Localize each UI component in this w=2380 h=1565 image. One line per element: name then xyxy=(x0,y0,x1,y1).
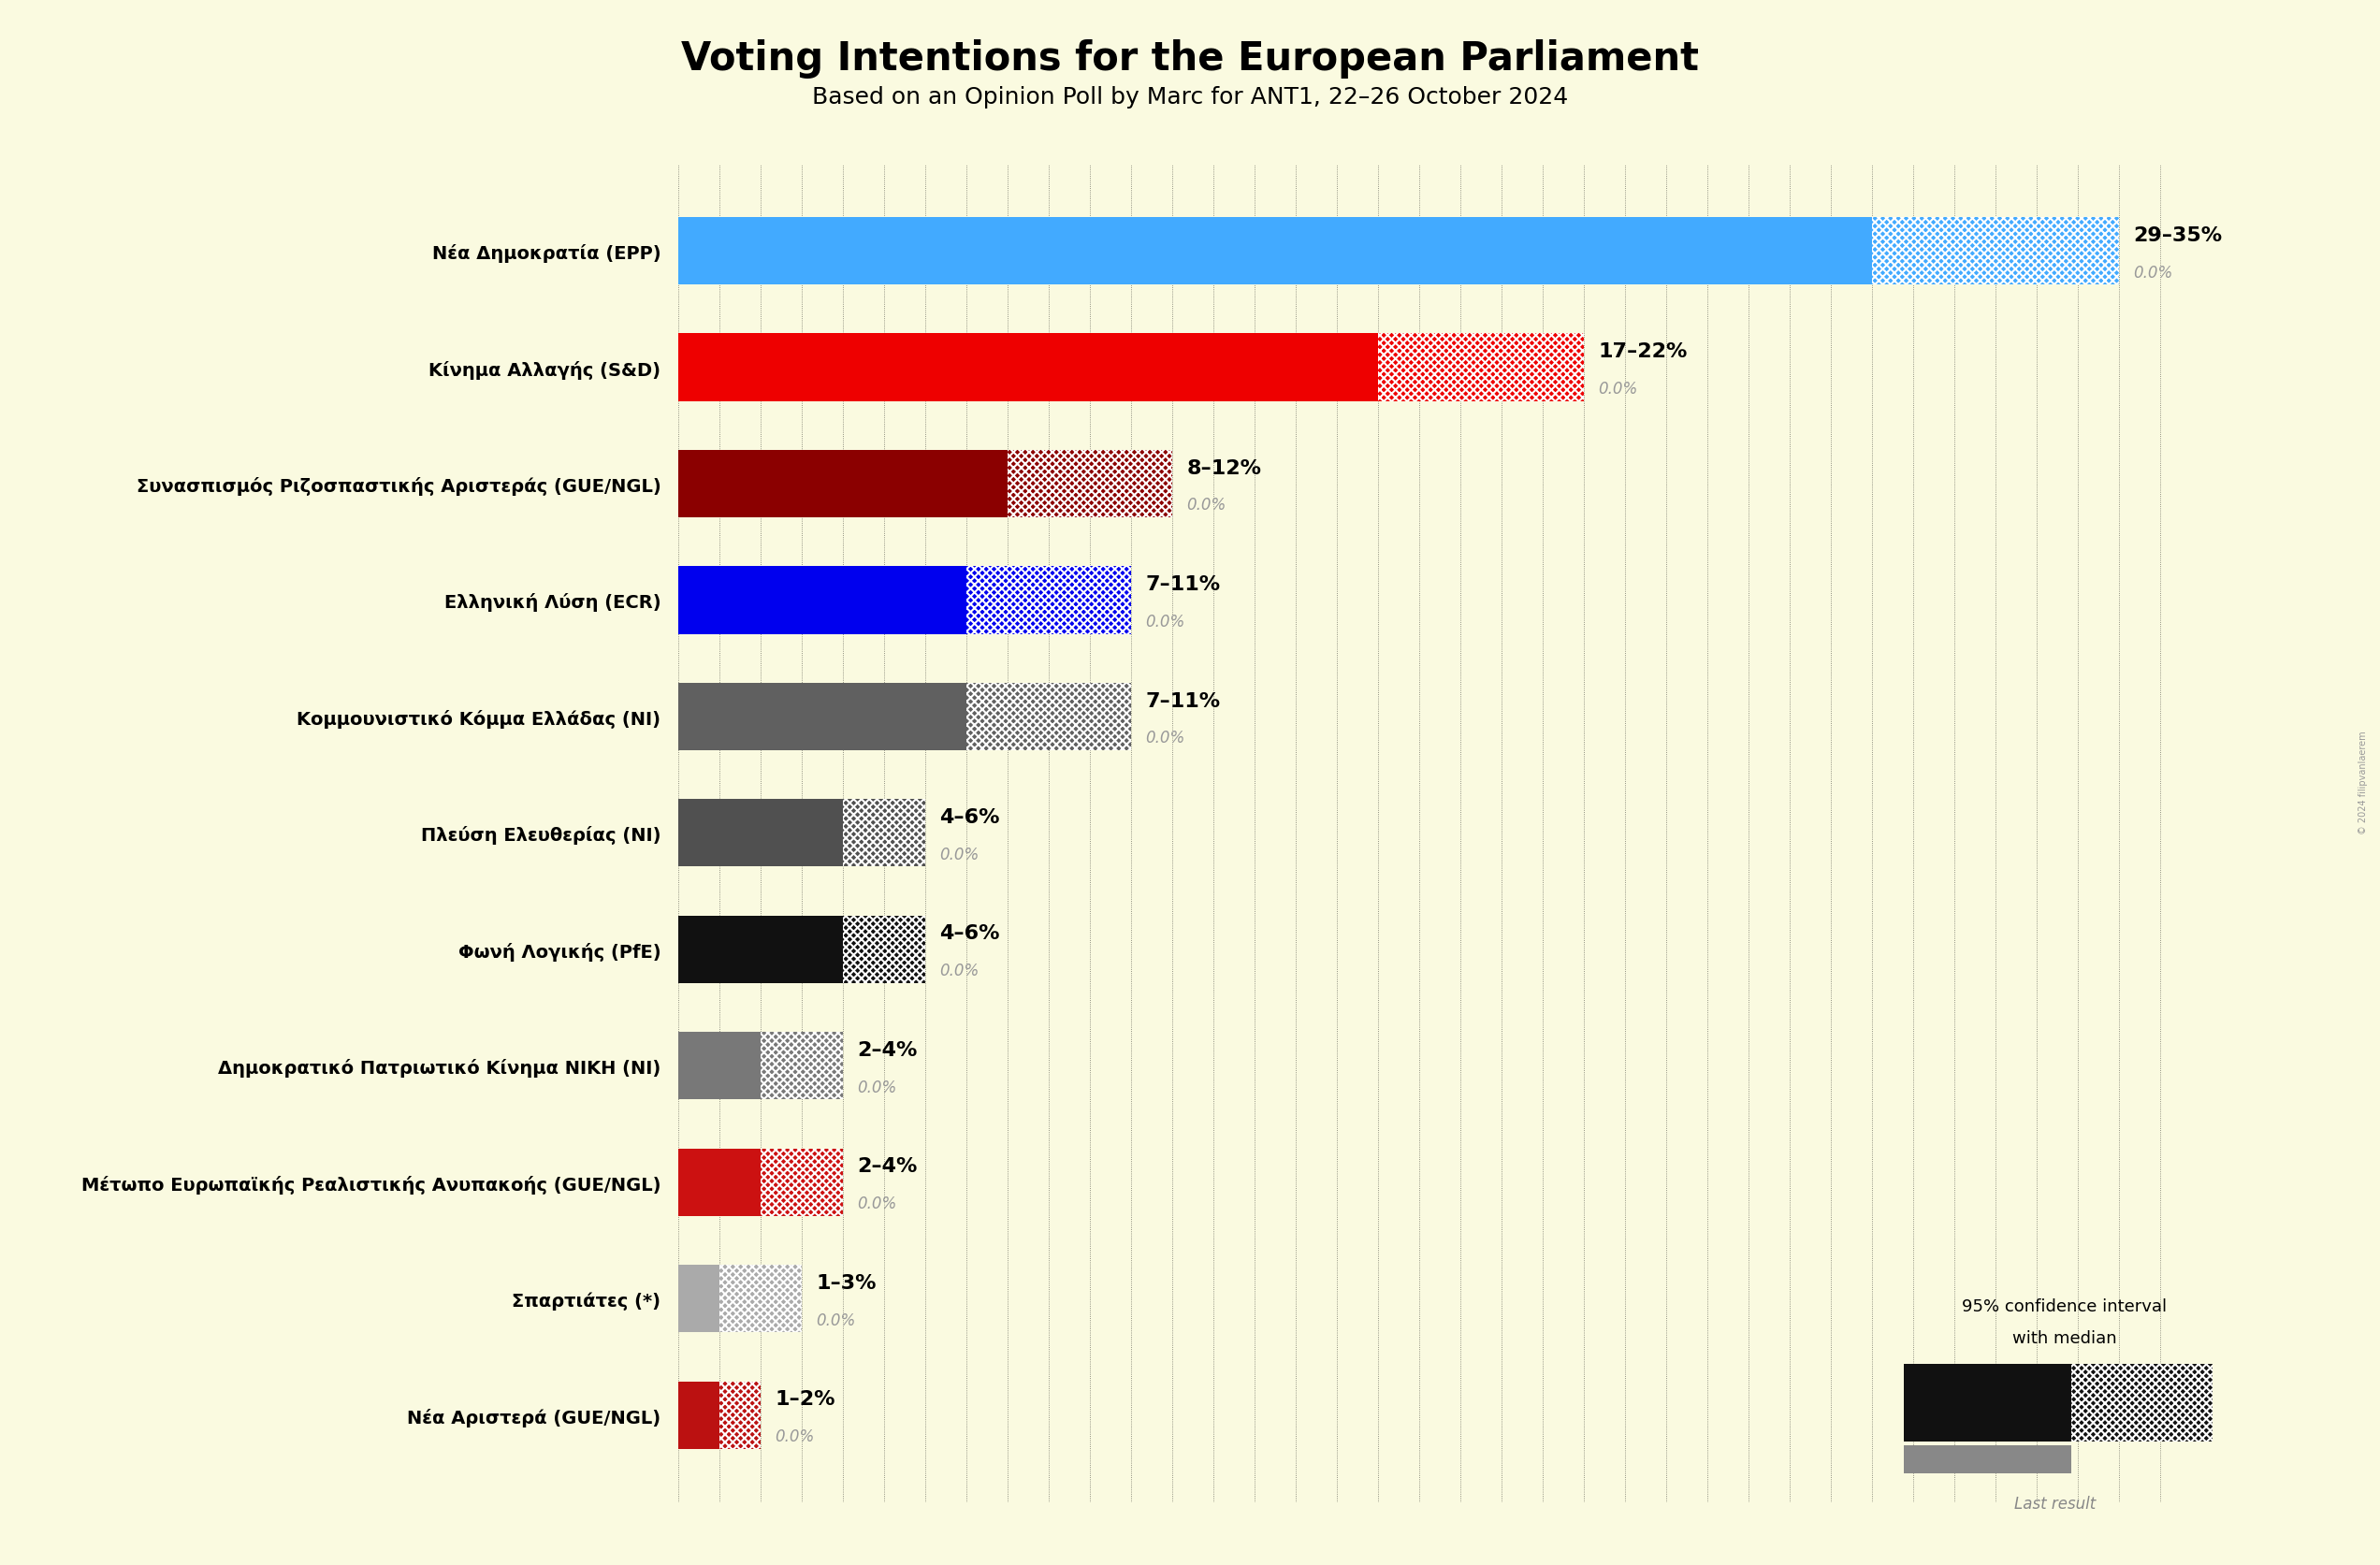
Text: 0.0%: 0.0% xyxy=(857,1078,897,1095)
Text: 0.0%: 0.0% xyxy=(1188,496,1226,513)
Bar xyxy=(966,567,1130,634)
Bar xyxy=(762,1149,843,1216)
Bar xyxy=(843,800,926,867)
Text: 1–3%: 1–3% xyxy=(816,1274,876,1291)
Text: Voting Intentions for the European Parliament: Voting Intentions for the European Parli… xyxy=(681,39,1699,78)
Text: © 2024 filipvanlaerem: © 2024 filipvanlaerem xyxy=(2359,731,2368,834)
Bar xyxy=(678,567,966,634)
Bar xyxy=(966,684,1130,751)
Bar xyxy=(762,1149,843,1216)
Text: 0.0%: 0.0% xyxy=(857,1196,897,1211)
Text: 0.0%: 0.0% xyxy=(2132,264,2173,282)
Bar xyxy=(966,684,1130,751)
Text: Last result: Last result xyxy=(2013,1495,2097,1512)
Bar xyxy=(843,800,926,867)
Bar xyxy=(678,684,966,751)
Bar xyxy=(1873,218,2118,285)
Bar xyxy=(966,567,1130,634)
Bar xyxy=(719,1265,802,1332)
Text: 29–35%: 29–35% xyxy=(2132,225,2223,244)
Text: 0.0%: 0.0% xyxy=(776,1427,814,1444)
Text: 4–6%: 4–6% xyxy=(940,808,1000,826)
Bar xyxy=(2071,1365,2213,1441)
Text: 17–22%: 17–22% xyxy=(1599,343,1687,362)
Text: 7–11%: 7–11% xyxy=(1145,692,1221,711)
Bar xyxy=(678,800,843,867)
Text: 0.0%: 0.0% xyxy=(940,847,978,862)
Text: 4–6%: 4–6% xyxy=(940,923,1000,942)
Bar xyxy=(678,916,843,983)
Text: 2–4%: 2–4% xyxy=(857,1157,919,1175)
Bar xyxy=(1904,1365,2071,1441)
Text: 0.0%: 0.0% xyxy=(940,962,978,980)
Bar xyxy=(678,335,1378,402)
Bar xyxy=(843,916,926,983)
Bar xyxy=(678,1265,719,1332)
Text: 0.0%: 0.0% xyxy=(1145,729,1185,747)
Bar xyxy=(678,1382,719,1449)
Bar xyxy=(1378,335,1585,402)
Text: 0.0%: 0.0% xyxy=(1599,380,1637,398)
Bar xyxy=(678,218,1873,285)
Text: 0.0%: 0.0% xyxy=(1145,613,1185,631)
Bar xyxy=(678,451,1007,518)
Bar xyxy=(719,1382,762,1449)
Bar xyxy=(719,1382,762,1449)
Bar xyxy=(1873,218,2118,285)
Bar xyxy=(1007,451,1173,518)
Text: 8–12%: 8–12% xyxy=(1188,459,1261,477)
Text: Based on an Opinion Poll by Marc for ANT1, 22–26 October 2024: Based on an Opinion Poll by Marc for ANT… xyxy=(812,86,1568,108)
Text: 95% confidence interval: 95% confidence interval xyxy=(1961,1297,2168,1315)
Bar xyxy=(1007,451,1173,518)
Text: 0.0%: 0.0% xyxy=(816,1311,857,1329)
Text: 7–11%: 7–11% xyxy=(1145,574,1221,593)
Bar xyxy=(719,1265,802,1332)
Bar xyxy=(843,916,926,983)
Text: 1–2%: 1–2% xyxy=(776,1390,835,1408)
Bar xyxy=(678,1149,762,1216)
Bar xyxy=(762,1033,843,1100)
Text: 2–4%: 2–4% xyxy=(857,1041,919,1060)
Bar xyxy=(1378,335,1585,402)
Bar xyxy=(1904,1446,2071,1474)
Bar xyxy=(762,1033,843,1100)
Text: with median: with median xyxy=(2013,1329,2116,1346)
Bar xyxy=(678,1033,762,1100)
